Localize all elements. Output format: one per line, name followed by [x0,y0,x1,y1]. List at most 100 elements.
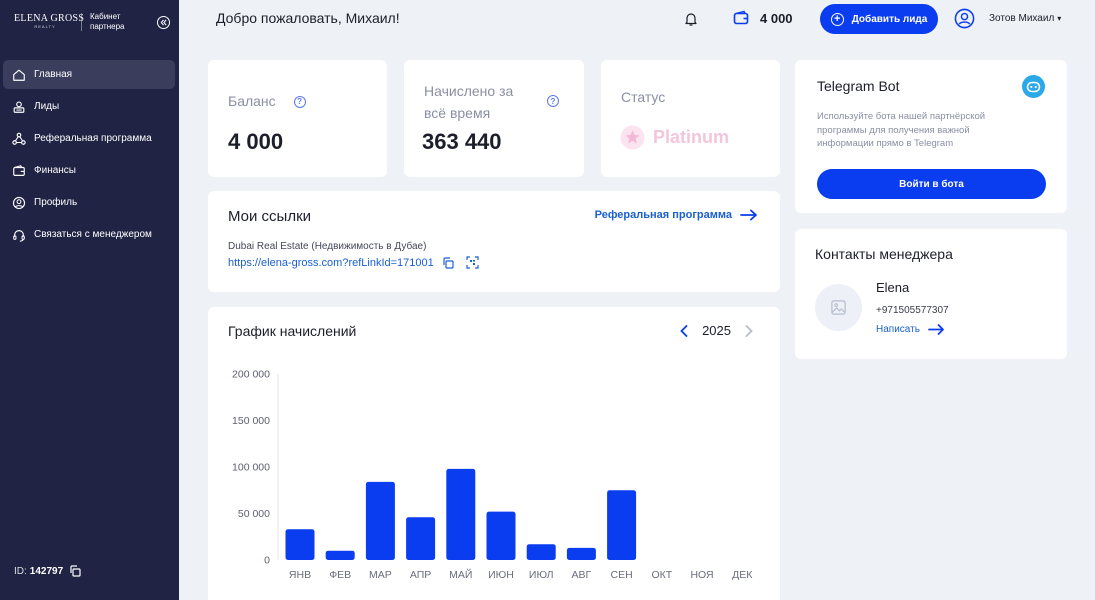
help-icon[interactable]: ? [547,95,559,107]
sidebar-item-label: Реферальная программа [34,133,152,144]
x-tick-label: ФЕВ [329,569,351,581]
chart-bar[interactable] [526,544,556,560]
arrow-right-icon [740,209,757,221]
write-manager-label: Написать [876,324,920,335]
help-icon[interactable]: ? [293,96,306,109]
qr-code-icon[interactable] [466,256,479,269]
chart-bar[interactable] [446,468,476,560]
write-manager-link[interactable]: Написать [876,324,945,335]
sidebar-nav: Главная Лиды Реферальная программа Финан… [3,60,175,252]
y-tick-label: 200 000 [232,369,270,381]
headset-icon [12,228,26,242]
sidebar-item-profile[interactable]: Профиль [3,188,175,217]
chart-bar[interactable] [365,481,395,560]
status-badge: Platinum [620,125,729,150]
link-row: https://elena-gross.com?refLinkId=171001 [228,256,479,269]
wallet-value: 4 000 [760,10,793,26]
star-icon [620,125,645,150]
x-tick-label: ЯНВ [289,569,311,581]
balance-title: Баланс [228,93,276,109]
sidebar-item-label: Лиды [34,101,60,112]
y-tick-label: 100 000 [232,462,270,474]
x-tick-label: СЕН [611,569,633,581]
add-lead-label: Добавить лида [851,13,928,25]
chart-bar[interactable] [486,511,516,560]
chart-bar[interactable] [607,490,637,560]
enter-bot-button[interactable]: Войти в бота [817,169,1046,199]
y-tick-label: 50 000 [238,508,270,520]
links-title: Мои ссылки [228,208,312,225]
x-tick-label: АВГ [572,569,592,581]
sidebar-item-finance[interactable]: Финансы [3,156,175,185]
year-navigator: 2025 [680,323,753,338]
accrued-value: 363 440 [422,129,502,154]
chart-bar[interactable] [325,550,355,560]
telegram-card: Telegram Bot Используйте бота нашей парт… [795,60,1067,213]
user-avatar-icon [954,8,975,29]
logo-subtext: REALTY [34,24,56,29]
arrow-right-icon [928,324,944,335]
x-tick-label: НОЯ [690,569,713,581]
sidebar-item-leads[interactable]: Лиды [3,92,175,121]
chevron-left-icon [680,324,688,337]
brand: ELENA GROSS REALTY Кабинет партнера [14,12,164,34]
copy-icon[interactable] [442,256,454,269]
home-icon [12,68,26,82]
partner-id: ID: 142797 [14,565,81,577]
id-label: ID: [14,565,27,577]
profile-icon [12,196,26,210]
wallet-balance[interactable]: 4 000 [733,10,793,26]
copy-icon[interactable] [69,565,81,577]
chart-title: График начислений [228,323,357,339]
notifications-button[interactable] [683,11,699,27]
status-card: Статус Platinum [601,60,780,177]
sidebar-item-label: Профиль [34,197,78,208]
link-description: Dubai Real Estate (Недвижимость в Дубае) [228,241,427,252]
finance-icon [12,164,26,178]
referral-program-link[interactable]: Реферальная программа [595,209,758,221]
user-menu[interactable]: Зотов Михаил ▾ [954,8,1061,29]
telegram-description: Используйте бота нашей партнёрской прогр… [817,111,986,149]
chevron-right-icon [745,324,753,337]
sidebar-item-home[interactable]: Главная [3,60,175,89]
sidebar-item-contact-manager[interactable]: Связаться с менеджером [3,220,175,249]
manager-card: Контакты менеджера Elena +971505577307 Н… [795,229,1067,359]
previous-year-button[interactable] [680,324,688,337]
leads-icon [12,100,26,114]
brand-divider [81,13,82,31]
chart-bar[interactable] [285,529,315,560]
next-year-button[interactable] [745,324,753,337]
enter-bot-label: Войти в бота [899,178,964,190]
sidebar-item-label: Связаться с менеджером [34,229,152,240]
accruals-bar-chart: 0 50 000 100 000 150 000 200 000 ЯНВ ФЕВ МАР АПР… [232,369,753,582]
year-value: 2025 [702,323,731,338]
y-tick-label: 0 [264,555,270,567]
bell-icon [685,13,697,26]
sidebar-item-label: Главная [34,69,73,80]
plus-icon: + [830,12,844,26]
chart-bar[interactable] [566,547,596,560]
referral-program-link-label: Реферальная программа [594,209,732,221]
collapse-sidebar-button[interactable] [157,16,170,29]
referral-link-url[interactable]: https://elena-gross.com?refLinkId=171001 [228,256,434,269]
manager-title: Контакты менеджера [815,246,953,262]
wallet-icon [733,10,749,25]
balance-card: Баланс ? 4 000 [208,60,387,177]
balance-value: 4 000 [228,129,284,154]
welcome-text: Добро пожаловать, Михаил! [216,10,400,26]
referral-icon [12,132,26,146]
x-tick-label: МАР [369,569,392,581]
sidebar-item-label: Финансы [34,165,76,176]
logo[interactable]: ELENA GROSS REALTY [14,13,85,29]
links-card: Мои ссылки Реферальная программа Dubai R… [208,191,780,292]
manager-phone: +971505577307 [876,305,949,316]
chart-card: График начислений 2025 0 50 000 100 000 150… [208,307,780,600]
add-lead-button[interactable]: + Добавить лида [820,4,938,34]
sidebar-item-referral[interactable]: Реферальная программа [3,124,175,153]
caret-down-icon: ▾ [1057,14,1062,23]
sidebar: ELENA GROSS REALTY Кабинет партнера Глав… [0,0,179,600]
logo-text: ELENA GROSS [14,13,85,24]
chart-bar[interactable] [406,517,436,560]
image-placeholder-icon [831,300,846,315]
id-value: 142797 [29,565,64,577]
